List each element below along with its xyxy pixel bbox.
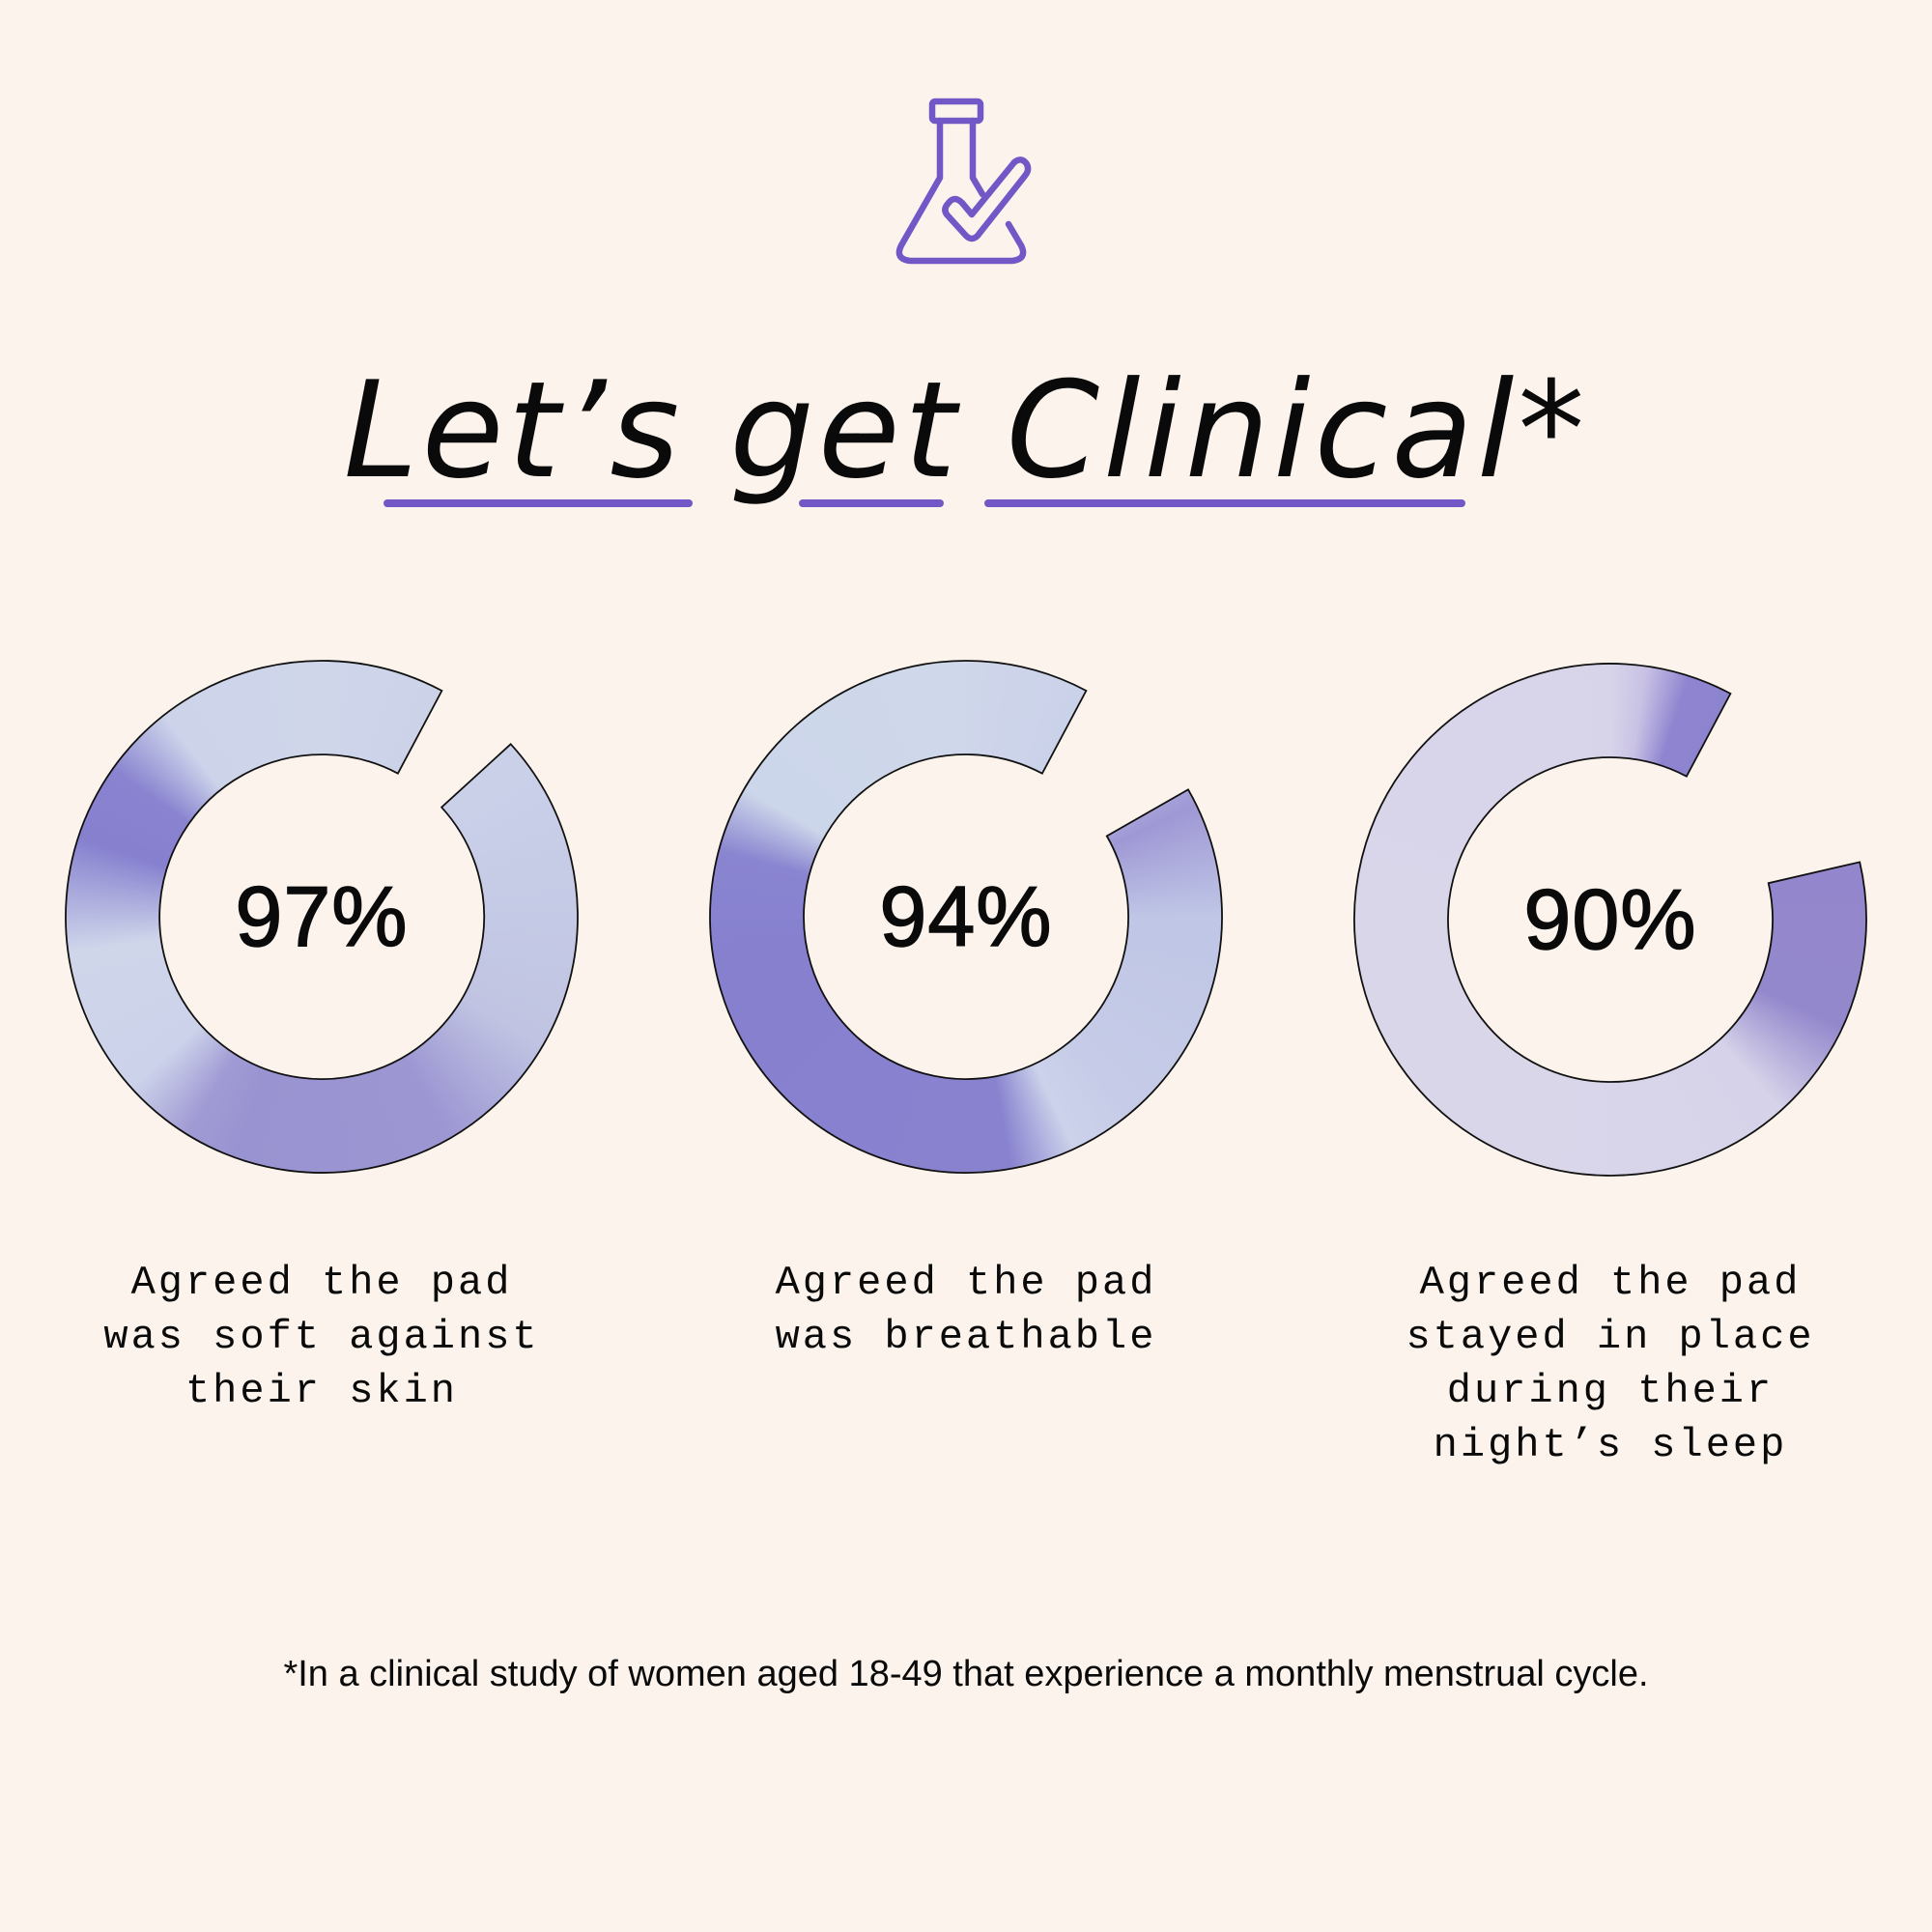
donut-arc [1353, 663, 1867, 1177]
caption-in-place: Agreed the pad stayed in place during th… [1311, 1256, 1910, 1472]
caption-line: Agreed the pad [775, 1260, 1157, 1306]
donut-arc [709, 660, 1223, 1174]
caption-line: their skin [185, 1368, 459, 1414]
donut-chart-breathable: 94% [705, 656, 1227, 1178]
donut-outline [1353, 663, 1867, 1177]
title-underline [799, 499, 944, 507]
caption-line: Agreed the pad [1419, 1260, 1802, 1306]
caption-line: night’s sleep [1433, 1422, 1788, 1468]
donut-value-label: 90% [1523, 870, 1697, 968]
caption-line: during their [1446, 1368, 1775, 1414]
caption-breathable: Agreed the pad was breathable [667, 1256, 1265, 1364]
caption-soft: Agreed the pad was soft against their sk… [22, 1256, 621, 1418]
title-word: get [729, 353, 960, 508]
title-word: Let’s [343, 353, 684, 508]
donut-chart-soft: 97% [61, 656, 582, 1178]
title-word: Clinical* [1006, 353, 1589, 508]
caption-line: was breathable [775, 1314, 1157, 1360]
donut-outline [65, 660, 579, 1174]
donut-outline [709, 660, 1223, 1174]
donut-value-label: 97% [235, 867, 409, 965]
caption-line: was soft against [103, 1314, 540, 1360]
caption-line: stayed in place [1406, 1314, 1815, 1360]
flask-check-icon [895, 98, 1032, 265]
donut-chart-in-place: 90% [1350, 659, 1871, 1180]
title-underline [384, 499, 693, 507]
caption-line: Agreed the pad [130, 1260, 513, 1306]
footnote: *In a clinical study of women aged 18-49… [283, 1654, 1649, 1694]
donut-value-label: 94% [879, 867, 1053, 965]
title-underline [984, 499, 1465, 507]
donut-arc [65, 660, 579, 1174]
page-title: Let’s get Clinical* [0, 353, 1932, 508]
